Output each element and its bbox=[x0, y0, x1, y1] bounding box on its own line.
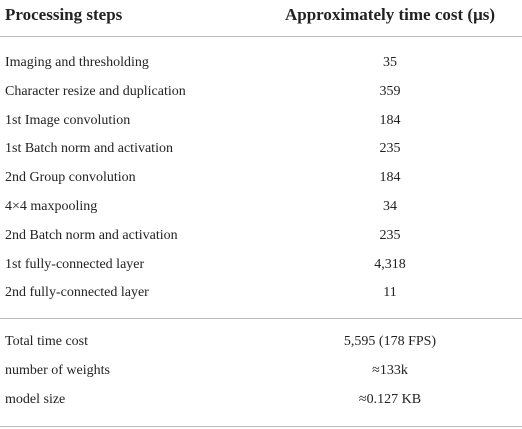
header-rule bbox=[0, 36, 522, 37]
cell: 184 bbox=[379, 170, 401, 186]
cell: 2nd Group convolution bbox=[5, 170, 136, 186]
cell: 2nd fully-connected layer bbox=[5, 285, 149, 301]
summary-cell: ≈133k bbox=[372, 363, 408, 378]
bottom-rule bbox=[0, 426, 522, 427]
cell: 4×4 maxpooling bbox=[5, 199, 98, 214]
cell: 11 bbox=[383, 285, 397, 301]
summary-cell: 5,595 (178 FPS) bbox=[343, 334, 437, 349]
cell: 235 bbox=[379, 227, 401, 243]
section-rule bbox=[0, 318, 522, 319]
cell: 2nd Batch norm and activation bbox=[5, 227, 178, 243]
cell: 1st Batch norm and activation bbox=[5, 141, 173, 157]
cell: 359 bbox=[379, 83, 401, 99]
cell: 235 bbox=[379, 141, 401, 157]
cell: 35 bbox=[383, 55, 397, 70]
summary-cell: ≈0.127 KB bbox=[358, 392, 422, 407]
cell: 1st fully-connected layer bbox=[5, 256, 145, 272]
summary-cell: Total time cost bbox=[5, 334, 89, 349]
cell: 184 bbox=[379, 112, 401, 128]
cell: 1st Image convolution bbox=[5, 112, 131, 128]
header-cell: Approximately time cost (μs) bbox=[285, 5, 495, 24]
cell: Character resize and duplication bbox=[5, 83, 186, 99]
cell: 34 bbox=[383, 199, 397, 214]
summary-cell: model size bbox=[5, 392, 66, 407]
summary-cell: number of weights bbox=[5, 363, 110, 378]
cell: 4,318 bbox=[374, 256, 406, 272]
cell: Imaging and thresholding bbox=[5, 55, 149, 70]
header-cell: Processing steps bbox=[5, 5, 123, 24]
